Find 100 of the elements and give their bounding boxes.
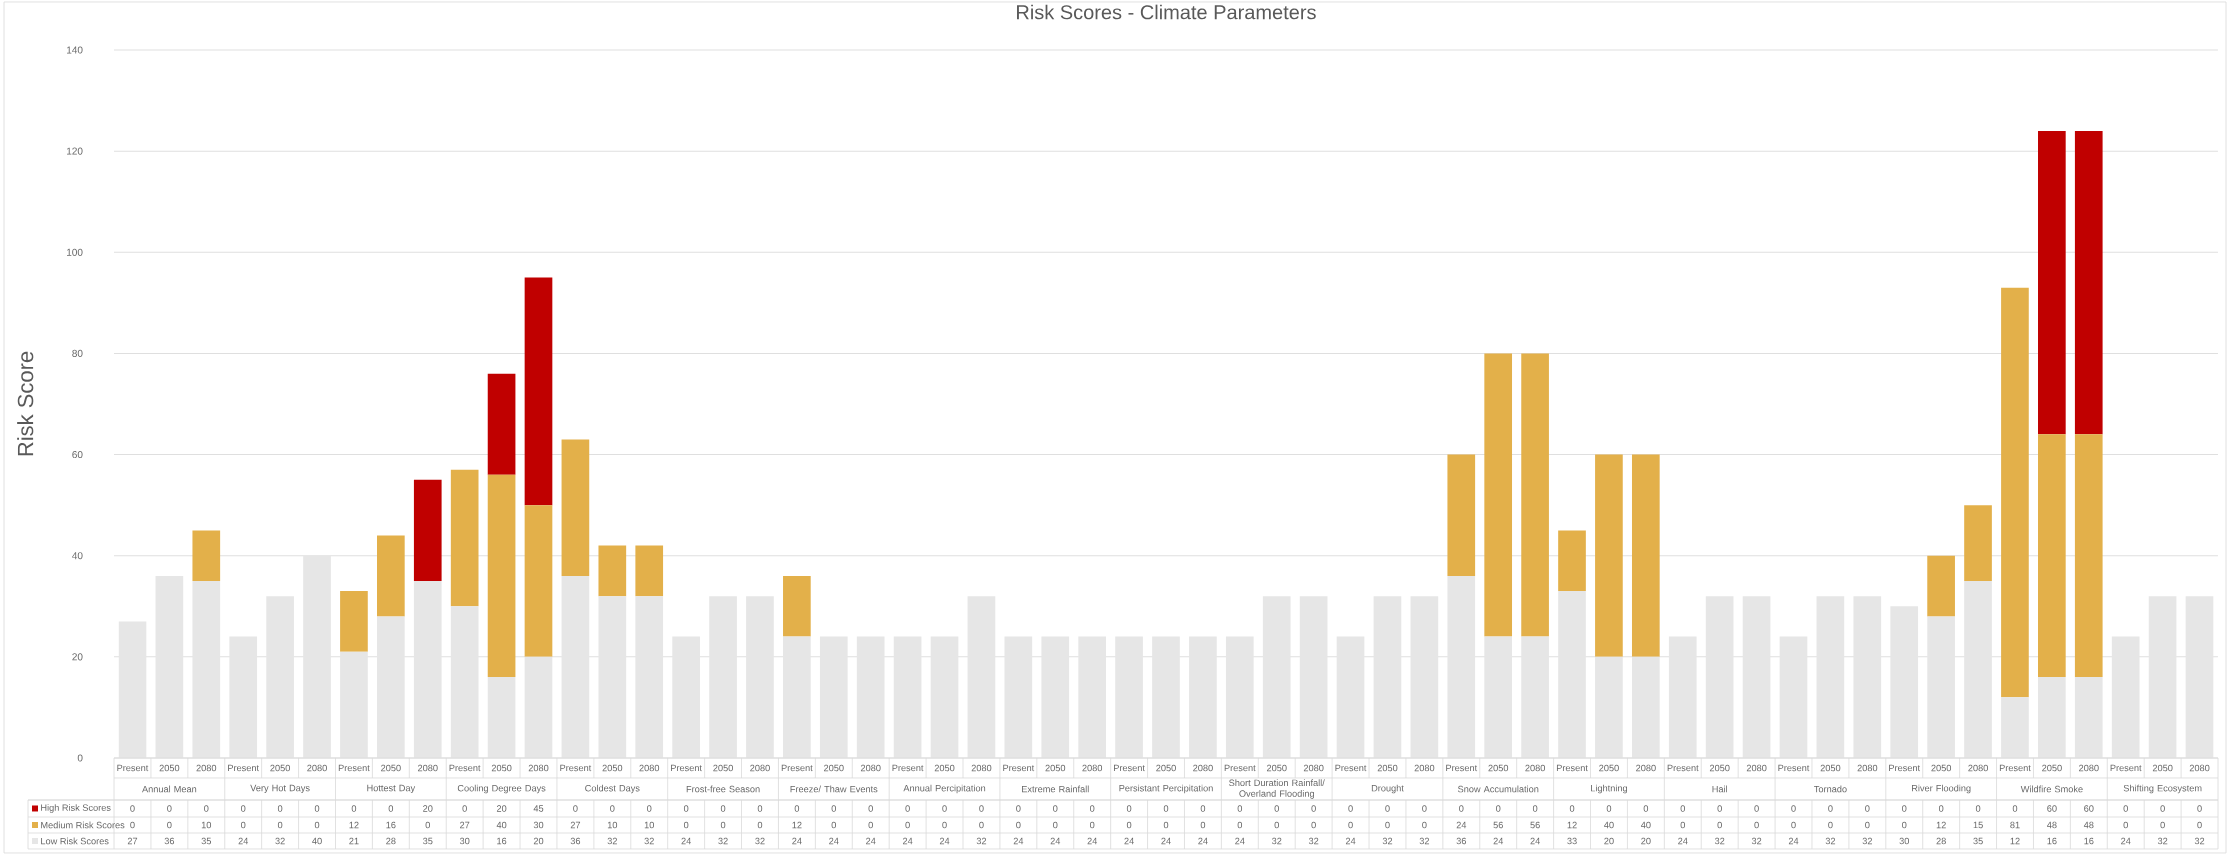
data-label: 0 [314,805,320,812]
y-tick-label: 100 [67,248,83,256]
bar [783,575,811,637]
data-label: 35 [423,837,433,845]
text: Lightning [1591,784,1628,794]
x-tick-label: Present [1667,764,1699,772]
x-tick-label: 2080 [1857,764,1878,772]
data-label: 32 [1419,837,1430,845]
data-label: 24 [939,837,950,845]
x-tick-label: Present [781,764,813,772]
data-label: 24 [1198,837,1208,845]
data-label: 0 [1311,821,1316,829]
data-label: 0 [2197,821,2202,829]
data-label: 0 [1200,821,1206,829]
data-label: 0 [1163,805,1169,812]
x-tick-label: 2080 [1636,764,1656,772]
data-label: 0 [1200,805,1206,812]
x-tick-label: 2080 [307,764,327,772]
data-label: 0 [1237,805,1243,812]
data-label: 20 [496,805,507,812]
text: Frost-free Season [686,785,760,793]
data-label: 0 [130,805,135,812]
bar [1964,505,1992,581]
data-label: 24 [1530,837,1540,845]
data-label: 24 [1124,837,1134,845]
bar [192,530,221,581]
text: Tornado [1814,785,1847,793]
data-label: 0 [167,821,172,829]
data-label: 0 [167,805,172,812]
text: Coldest Days [585,784,640,794]
data-label: 24 [1456,821,1467,829]
data-label: 32 [644,837,654,845]
data-label: 0 [1902,805,1907,812]
x-tick-label: 2080 [1193,764,1213,772]
x-tick-label: 2050 [1156,764,1176,772]
x-tick-label: 2050 [1488,764,1509,772]
data-label: 24 [1013,837,1024,845]
data-label: 0 [462,805,467,812]
data-label: 0 [1311,805,1316,812]
bar [1484,353,1513,637]
data-label: 0 [1828,805,1833,812]
data-label: 0 [2123,821,2128,829]
data-label: 56 [1530,821,1540,829]
x-tick-label: Present [338,764,370,772]
data-label: 0 [905,805,910,812]
data-label: 20 [1641,837,1651,845]
x-tick-label: Present [892,764,924,772]
data-label: 30 [1899,837,1910,845]
bar [1631,454,1660,657]
data-label: 0 [1089,805,1095,812]
data-label: 0 [277,821,283,829]
data-label: 0 [720,805,726,812]
text: Annual Percipitation [903,784,986,794]
data-label: 24 [1087,837,1098,845]
bar [2038,130,2066,435]
bar [2074,677,2103,758]
data-label: 24 [1345,837,1356,845]
data-label: 12 [1936,821,1946,829]
y-tick-label: 120 [67,147,83,155]
data-label: 20 [1604,837,1614,845]
chart-title: Risk Scores - Climate Parameters [1017,4,1316,20]
data-label: 0 [1089,821,1095,829]
x-tick-label: 2050 [602,764,623,772]
bar [487,474,516,678]
data-label: 0 [1126,805,1132,812]
x-tick-label: Present [449,764,481,772]
data-label: 60 [2084,805,2094,812]
text: Annual Mean [142,785,197,793]
bar [561,439,590,576]
x-tick-label: 2050 [2152,764,2173,772]
x-tick-label: Present [228,764,259,772]
data-label: 0 [573,805,578,812]
data-label: 16 [497,837,507,845]
text: Snow Accumulation [1457,785,1539,793]
data-label: 0 [1385,821,1390,829]
data-label: 36 [570,837,581,845]
data-label: 0 [1422,805,1427,812]
x-tick-label: 2050 [1267,764,1287,772]
x-tick-label: 2050 [824,764,844,772]
y-axis-title: Risk Score [17,351,34,456]
data-label: 32 [976,837,987,845]
data-label: 10 [644,821,655,829]
bar [2038,677,2066,758]
x-tick-label: 2050 [934,764,955,772]
x-tick-label: 2080 [1414,764,1435,772]
data-label: 45 [533,805,544,812]
bar [1631,656,1660,758]
data-label: 32 [718,837,728,845]
data-label: 0 [942,821,947,829]
data-label: 0 [1274,821,1279,829]
data-label: 36 [1456,837,1467,845]
text: Freeze/ Thaw Events [790,785,878,793]
data-label: 28 [1936,837,1946,845]
data-label: 24 [792,837,802,845]
x-tick-label: Present [1224,764,1256,772]
data-label: 21 [349,837,359,845]
data-label: 32 [1862,837,1872,845]
data-label: 0 [683,821,689,829]
data-label: 36 [164,837,175,845]
x-tick-label: Present [1889,764,1921,772]
